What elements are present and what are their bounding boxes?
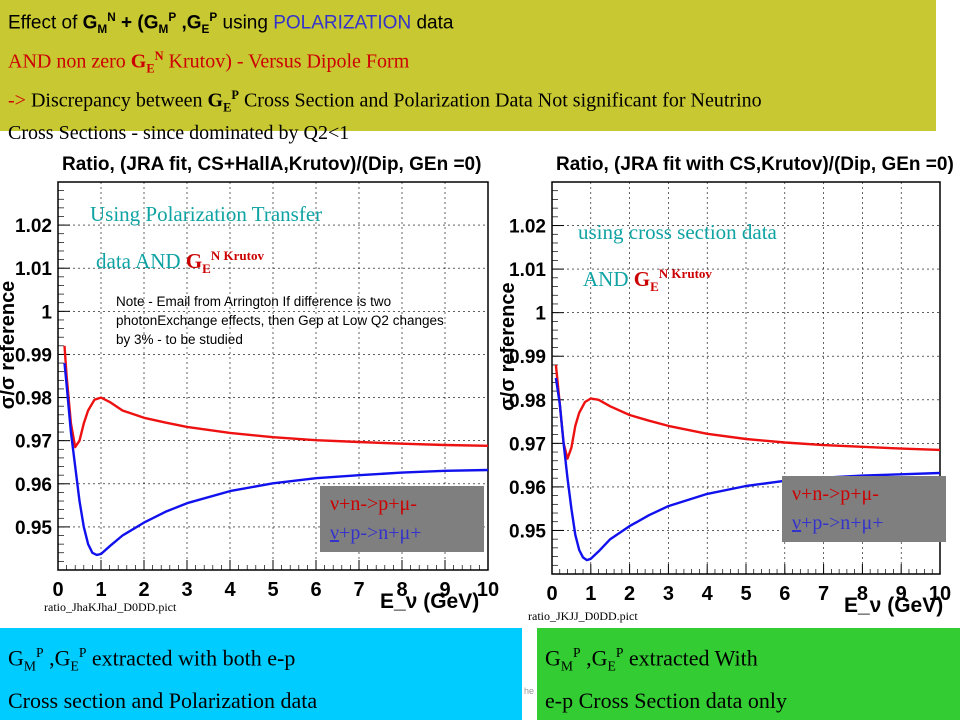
x-tick-label: 9 [896,583,907,605]
x-tick-label: 5 [267,579,278,601]
x-tick-label: 7 [818,583,829,605]
left-overlay-gen-krutov: data AND GEN Krutov [96,248,265,277]
x-tick-label: 5 [740,583,751,605]
left-plot-caption: ratio_JhaKJhaJ_D0DD.pict [44,600,177,614]
y-tick-label: 0.98 [509,391,546,412]
series-line [63,362,488,557]
right-legend-neutron: ν+n->p+μ- [792,483,879,505]
x-tick-label: 0 [546,583,557,605]
x-tick-label: 6 [779,583,790,605]
y-tick-label: 1.02 [15,216,52,237]
y-tick-label: 1 [41,302,52,323]
x-tick-label: 3 [181,579,192,601]
x-tick-label: 8 [396,579,407,601]
y-tick-label: 0.99 [509,347,546,368]
y-tick-label: 0.95 [509,521,546,542]
x-tick-label: 2 [624,583,635,605]
x-tick-label: 7 [353,579,364,601]
bottom-right-line-2: e-p Cross Section data only [545,687,787,713]
x-tick-label: 10 [477,579,499,601]
y-axis-label: σ/σ reference [500,282,519,411]
x-tick-label: 8 [857,583,868,605]
bottom-right-box: GMP ,GEP extracted With e-p Cross Sectio… [537,628,960,720]
x-tick-label: 0 [52,579,63,601]
arrington-note: Note - Email from Arrington If differenc… [116,294,444,347]
y-tick-label: 1.02 [509,217,546,238]
bottom-right-line-1: GMP ,GEP extracted With [545,645,758,674]
bottom-left-line-1: GMP ,GEP extracted with both e-p [8,645,296,674]
y-tick-label: 0.96 [15,475,52,496]
header-banner: Effect of GMN + (GMP ,GEP using POLARIZA… [0,0,936,144]
y-axis-label: σ/σ reference [0,281,19,410]
left-legend-neutron: ν+n->p+μ- [330,493,417,515]
right-plot-caption: ratio_JKJJ_D0DD.pict [528,609,638,623]
y-tick-label: 1.01 [509,260,546,281]
x-axis-label: E_ν (GeV) [844,594,943,617]
chart-title: Ratio, (JRA fit, CS+HallA,Krutov)/(Dip, … [62,154,481,175]
x-tick-label: 4 [224,579,236,601]
left-legend: ν+n->p+μ- ν+p->n+μ+ [320,486,484,552]
right-overlay-gen-krutov: AND GEN Krutov [583,266,712,295]
left-legend-proton: ν+p->n+μ+ [330,522,422,544]
right-overlay-cross-section: using cross section data [578,220,777,244]
y-tick-label: 1.01 [15,259,52,280]
series-line [63,345,488,449]
footer-hint: he [524,686,535,696]
right-legend: ν+n->p+μ- ν+p->n+μ+ [782,476,946,542]
header-line-1: Effect of GMN + (GMP ,GEP using POLARIZA… [8,11,454,37]
x-tick-label: 4 [702,583,714,605]
right-ratio-plot: 0 1 2 3 4 5 6 7 8 9 10 0.95 0.96 0.97 0.98 0.99 1 1.01 1.0… [500,154,954,617]
chart-title: Ratio, (JRA fit with CS,Krutov)/(Dip, GE… [556,154,954,175]
right-legend-proton: ν+p->n+μ+ [792,512,884,534]
y-tick-label: 0.95 [15,518,52,539]
header-line-4: Cross Sections - since dominated by Q2<1 [8,122,350,145]
y-tick-label: 0.98 [15,389,52,410]
y-tick-label: 0.96 [509,478,546,499]
x-tick-label: 2 [138,579,149,601]
x-tick-label: 3 [663,583,674,605]
y-tick-label: 0.97 [509,434,546,455]
y-tick-label: 0.99 [15,345,52,366]
x-tick-label: 9 [439,579,450,601]
y-tick-label: 1 [535,304,546,325]
left-overlay-polarization-transfer: Using Polarization Transfer [90,202,323,226]
x-axis-label: E_ν (GeV) [380,590,479,613]
bottom-left-line-2: Cross section and Polarization data [8,687,318,713]
x-tick-label: 1 [585,583,596,605]
header-line-3: -> Discrepancy between GEP Cross Section… [8,87,762,115]
series-line [554,364,940,460]
x-tick-label: 6 [310,579,321,601]
bottom-left-box: GMP ,GEP extracted with both e-p Cross s… [0,628,522,720]
x-tick-label: 1 [95,579,106,601]
y-tick-label: 0.97 [15,432,52,453]
x-tick-label: 10 [929,583,951,605]
header-line-2: AND non zero GEN Krutov) - Versus Dipole… [8,49,410,76]
